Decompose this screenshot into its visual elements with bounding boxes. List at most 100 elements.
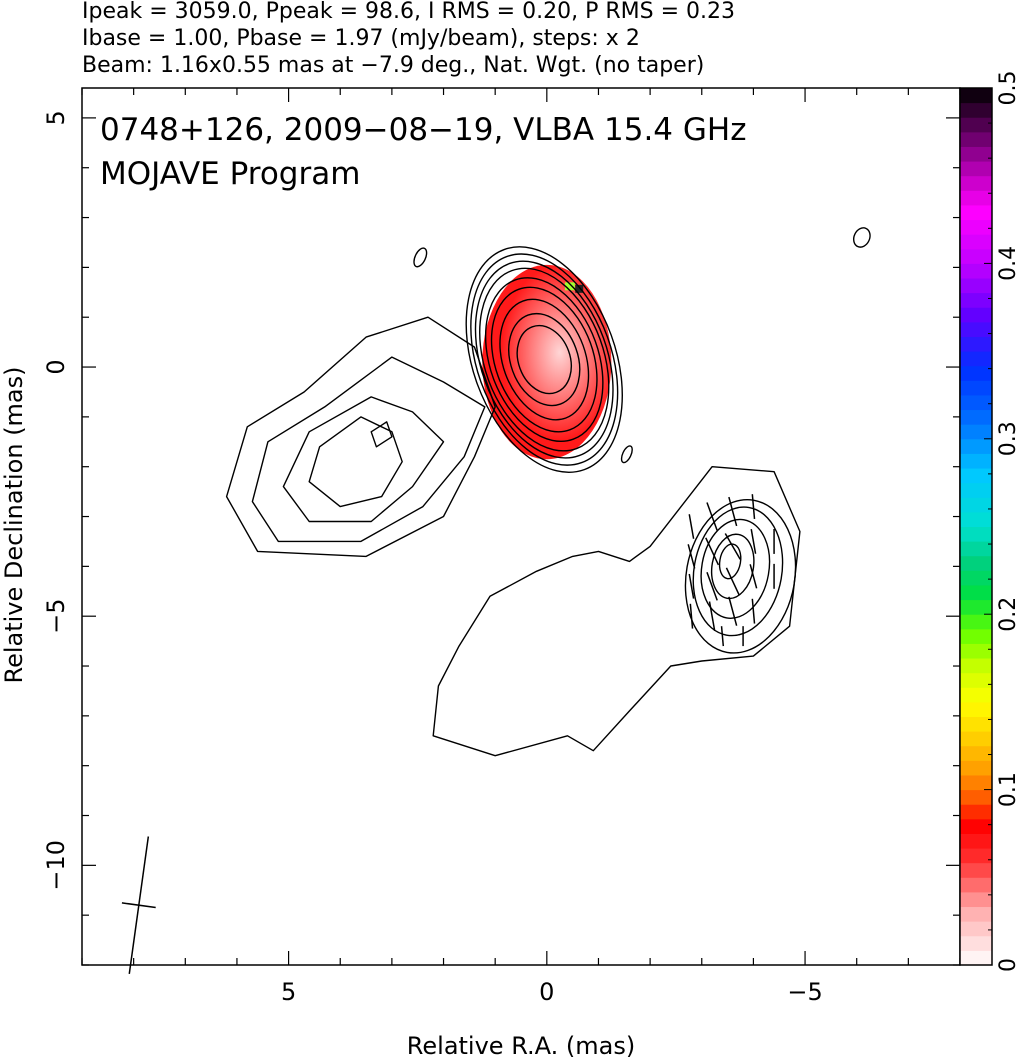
evpa-tick <box>724 533 741 560</box>
isolated-contour <box>620 445 633 464</box>
colorbar-cell <box>960 541 992 557</box>
colorbar-cell <box>960 219 992 235</box>
colorbar-cell <box>960 453 992 469</box>
core-contour <box>508 312 581 407</box>
colorbar-cell <box>960 321 992 337</box>
x-tick-label: −5 <box>787 978 822 1006</box>
evpa-tick <box>720 626 725 647</box>
evpa-tick <box>725 567 740 596</box>
evpa-tick <box>688 573 695 599</box>
colorbar-cell <box>960 935 992 951</box>
evpa-tick <box>708 601 716 632</box>
evpa-tick <box>751 494 756 520</box>
colorbar-tick-label: 0 <box>996 958 1021 972</box>
x-axis-label: Relative R.A. (mas) <box>407 1032 635 1060</box>
colorbar-cell <box>960 570 992 586</box>
evpa-tick <box>750 529 757 554</box>
y-tick-label: −5 <box>42 598 70 633</box>
colorbar-cell <box>960 526 992 542</box>
evpa-tick <box>706 502 718 531</box>
core-contour <box>479 267 610 452</box>
colorbar-cell <box>960 204 992 221</box>
colorbar-cell <box>960 175 992 191</box>
beam-minor-axis <box>121 902 156 909</box>
polarization-fill <box>482 264 612 460</box>
colorbar-cell <box>960 190 992 206</box>
colorbar-cell <box>960 263 992 279</box>
colorbar-cell <box>960 891 992 908</box>
colorbar-cell <box>960 804 992 820</box>
colorbar-tick-label: 0.3 <box>996 421 1021 456</box>
colorbar-cell <box>960 234 992 250</box>
x-tick-label: 0 <box>539 978 554 1006</box>
colorbar-cell <box>960 117 992 133</box>
colorbar-cell <box>960 818 992 834</box>
core-contour <box>474 260 614 459</box>
jet-contour <box>225 316 496 558</box>
south-knot-contour <box>718 543 742 580</box>
colorbar-cell <box>960 906 992 922</box>
isolated-contour <box>413 247 428 268</box>
colorbar-cell <box>960 921 992 937</box>
colorbar-cell <box>960 380 992 396</box>
pol-core-fill <box>482 264 612 460</box>
colorbar-cell <box>960 658 992 674</box>
pol-patch-dark <box>575 284 584 293</box>
evpa-tick <box>689 603 694 629</box>
header-line-3: Beam: 1.16x0.55 mas at −7.9 deg., Nat. W… <box>82 53 704 78</box>
evpa-tick <box>751 598 756 624</box>
colorbar <box>960 88 992 966</box>
core-contour <box>470 253 619 466</box>
contours <box>225 227 871 757</box>
jet-contour <box>308 416 403 508</box>
colorbar-cell <box>960 292 992 308</box>
south-knot-contour <box>684 498 797 654</box>
y-tick-label: 5 <box>42 110 70 125</box>
colorbar-cell <box>960 278 992 294</box>
colorbar-tick-label: 0.1 <box>996 772 1021 807</box>
colorbar-cell <box>960 701 992 718</box>
colorbar-cell <box>960 672 992 688</box>
beam-marker <box>121 836 156 975</box>
colorbar-tick-label: 0.5 <box>996 71 1021 106</box>
plot-frame <box>81 87 961 966</box>
colorbar-cell <box>960 307 992 323</box>
colorbar-cell <box>960 628 992 644</box>
colorbar-cell <box>960 365 992 381</box>
south-knot-contour <box>692 506 784 637</box>
jet-contour <box>282 396 445 523</box>
y-tick-label: 0 <box>42 359 70 374</box>
axis-ticks: 5 0 −5 5 0 −5 −10 <box>42 88 961 1006</box>
jet-contour <box>370 421 393 448</box>
colorbar-frame <box>959 87 993 966</box>
core-contour <box>484 277 604 443</box>
evpa-tick <box>728 496 738 527</box>
colorbar-cell <box>960 161 992 177</box>
evpa-tick <box>688 514 695 539</box>
header-line-2: Ibase = 1.00, Pbase = 1.97 (mJy/beam), s… <box>82 26 640 51</box>
colorbar-cell <box>960 438 992 454</box>
colorbar-cell <box>960 731 992 747</box>
colorbar-cell <box>960 146 992 162</box>
colorbar-cell <box>960 877 992 893</box>
colorbar-cell <box>960 833 992 849</box>
colorbar-cell <box>960 760 992 776</box>
south-knot-contour <box>710 533 755 600</box>
colorbar-cell <box>960 409 992 425</box>
colorbar-cell <box>960 789 992 805</box>
colorbar-cell <box>960 424 992 440</box>
colorbar-cell <box>960 482 992 498</box>
colorbar-cell <box>960 614 992 630</box>
colorbar-cell <box>960 468 992 484</box>
colorbar-cell <box>960 716 992 732</box>
colorbar-cell <box>960 745 992 761</box>
evpa-tick <box>705 537 720 566</box>
core-contour <box>516 324 572 395</box>
evpa-tick <box>706 571 718 601</box>
colorbar-cell <box>960 497 992 513</box>
colorbar-tick-label: 0.4 <box>996 246 1021 281</box>
plot-title: 0748+126, 2009−08−19, VLBA 15.4 GHz <box>100 112 746 148</box>
pol-patch-green <box>564 282 575 291</box>
core-contour <box>465 246 623 473</box>
